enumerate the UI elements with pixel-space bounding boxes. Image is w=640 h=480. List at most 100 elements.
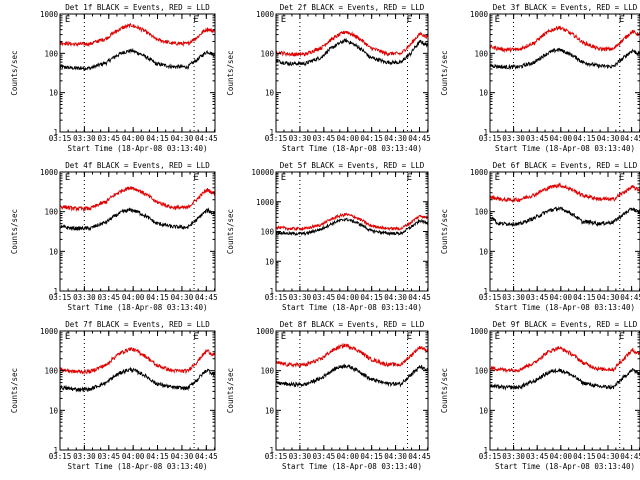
x-axis-title: Start Time (18-Apr-08 03:13:40) (68, 303, 208, 312)
event-marker-label: E (495, 15, 500, 25)
event-marker-label: E (281, 173, 286, 183)
x-tick-label: 04:45 (408, 452, 431, 461)
x-tick-label: 04:30 (384, 293, 407, 302)
series-line-events (489, 47, 640, 71)
x-tick-label: 03:15 (49, 134, 72, 143)
x-tick-label: 03:30 (502, 293, 525, 302)
x-tick-label: 04:15 (360, 134, 383, 143)
plot-frame (59, 171, 216, 292)
chart-panel-4: Det 4f BLACK = Events, RED = LLD E E 1 10 100… (10, 161, 218, 312)
event-marker-label: E (407, 332, 412, 342)
event-marker-label: E (407, 15, 412, 25)
y-axis-title: Counts/sec (440, 368, 449, 413)
chart-panel-2: Det 2f BLACK = Events, RED = LLD E E 1 10 100… (226, 3, 431, 153)
x-tick-label: 03:45 (313, 134, 336, 143)
series-line-lld (275, 342, 429, 368)
x-tick-label: 03:30 (73, 134, 96, 143)
y-tick-label: 10 (479, 406, 489, 415)
series-line-events (59, 207, 216, 232)
x-tick-label: 03:30 (73, 293, 96, 302)
event-marker-label: E (65, 332, 70, 342)
x-tick-label: 03:15 (479, 452, 502, 461)
y-tick-label: 1000 (256, 327, 275, 336)
x-tick-label: 03:45 (526, 134, 549, 143)
y-axis-title: Counts/sec (440, 209, 449, 254)
chart-title: Det 3f BLACK = Events, RED = LLD (493, 3, 638, 12)
x-tick-label: 04:45 (620, 134, 640, 143)
chart-panel-1: Det 1f BLACK = Events, RED = LLD E E 1 10 100… (10, 3, 218, 153)
x-tick-label: 04:15 (146, 293, 169, 302)
x-tick-label: 03:15 (479, 293, 502, 302)
event-marker-label: E (65, 173, 70, 183)
x-axis-title: Start Time (18-Apr-08 03:13:40) (282, 144, 422, 153)
chart-panel-7: Det 7f BLACK = Events, RED = LLD E E 1 10 100… (10, 320, 218, 471)
x-tick-label: 04:00 (336, 452, 359, 461)
series-line-lld (275, 212, 429, 232)
y-axis-title: Counts/sec (10, 50, 19, 95)
y-tick-label: 1 (53, 446, 58, 455)
y-tick-label: 10000 (251, 168, 274, 177)
x-tick-label: 03:30 (502, 452, 525, 461)
chart-panel-8: Det 8f BLACK = Events, RED = LLD E E 1 10 100… (226, 320, 431, 471)
event-marker-label: E (495, 173, 500, 183)
x-tick-label: 04:30 (171, 293, 194, 302)
x-axis-title: Start Time (18-Apr-08 03:13:40) (495, 144, 635, 153)
y-tick-label: 100 (44, 49, 58, 58)
x-tick-label: 04:45 (195, 134, 218, 143)
y-tick-label: 10 (265, 257, 275, 266)
x-axis-title: Start Time (18-Apr-08 03:13:40) (495, 462, 635, 471)
y-axis-title: Counts/sec (10, 209, 19, 254)
x-tick-label: 04:45 (620, 452, 640, 461)
series-line-lld (59, 185, 216, 213)
x-tick-label: 04:00 (336, 293, 359, 302)
plot-frame (275, 330, 429, 451)
y-axis-title: Counts/sec (226, 50, 235, 95)
y-tick-label: 1000 (470, 10, 489, 19)
chart-title: Det 2f BLACK = Events, RED = LLD (280, 3, 425, 12)
x-tick-label: 03:45 (313, 452, 336, 461)
x-tick-label: 04:00 (122, 293, 145, 302)
event-marker-label: E (619, 173, 624, 183)
x-tick-label: 03:30 (502, 134, 525, 143)
x-tick-label: 03:30 (289, 134, 312, 143)
y-tick-label: 10 (49, 406, 59, 415)
series-line-lld (489, 346, 640, 374)
x-tick-label: 04:00 (550, 452, 573, 461)
chart-panel-6: Det 6f BLACK = Events, RED = LLD E E 1 10 100… (440, 161, 640, 312)
series-line-events (275, 363, 429, 388)
x-tick-label: 04:15 (360, 452, 383, 461)
chart-title: Det 7f BLACK = Events, RED = LLD (65, 320, 210, 329)
y-tick-label: 1 (269, 446, 274, 455)
chart-panel-3: Det 3f BLACK = Events, RED = LLD E E 1 10 100… (440, 3, 640, 153)
event-marker-label: E (65, 15, 70, 25)
y-tick-label: 100 (44, 367, 58, 376)
x-tick-label: 04:30 (597, 452, 620, 461)
y-tick-label: 1000 (40, 327, 59, 336)
y-tick-label: 1000 (40, 10, 59, 19)
event-marker-label: E (407, 173, 412, 183)
y-tick-label: 10 (479, 89, 489, 98)
x-tick-label: 04:30 (171, 452, 194, 461)
x-tick-label: 03:15 (265, 134, 288, 143)
series-line-events (275, 37, 429, 67)
x-tick-label: 03:45 (97, 452, 120, 461)
event-marker-label: E (495, 332, 500, 342)
series-line-lld (489, 182, 640, 204)
y-tick-label: 10 (479, 247, 489, 256)
plot-frame (59, 330, 216, 451)
x-tick-label: 04:00 (122, 134, 145, 143)
x-tick-label: 04:30 (384, 134, 407, 143)
x-tick-label: 04:30 (384, 452, 407, 461)
y-tick-label: 1 (269, 128, 274, 137)
x-tick-label: 04:00 (550, 134, 573, 143)
chart-title: Det 4f BLACK = Events, RED = LLD (65, 161, 210, 170)
plot-frame (59, 13, 216, 133)
x-axis-title: Start Time (18-Apr-08 03:13:40) (282, 303, 422, 312)
x-tick-label: 03:30 (289, 452, 312, 461)
y-tick-label: 100 (474, 367, 488, 376)
x-tick-label: 03:15 (49, 293, 72, 302)
y-tick-label: 1000 (470, 327, 489, 336)
plot-frame (275, 13, 429, 133)
y-tick-label: 100 (260, 49, 274, 58)
y-tick-label: 1 (53, 287, 58, 296)
